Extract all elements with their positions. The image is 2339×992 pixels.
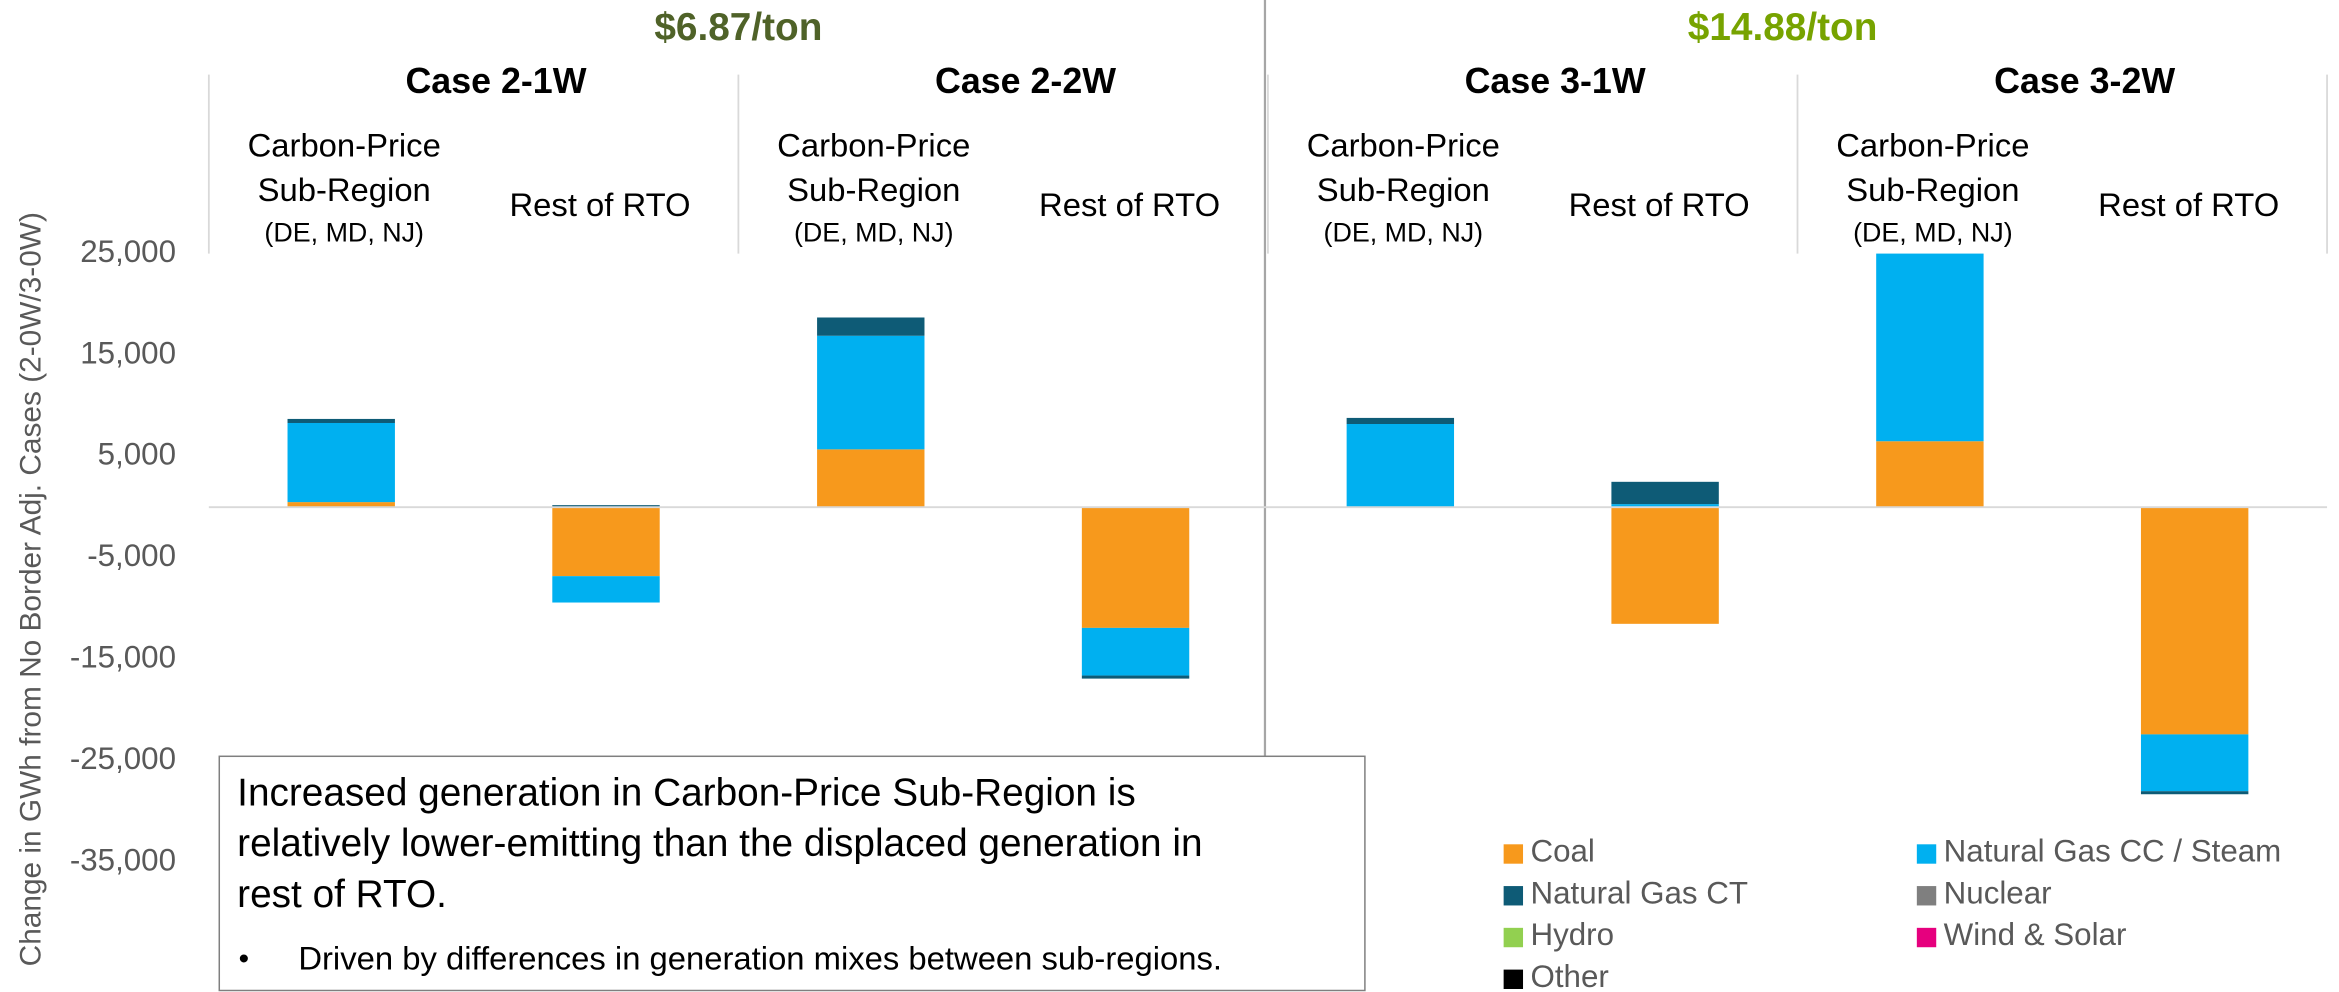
legend-swatch (1503, 927, 1524, 948)
bar-segment (2140, 507, 2249, 735)
bar-segment (817, 335, 925, 450)
bar-segment (287, 422, 395, 503)
chart-body: 25,000 15,000 5,000 -5,000 -15,000 -25,000 -35… (15, 0, 2328, 992)
bar-segment (1611, 481, 1719, 505)
annotation-box (218, 755, 1366, 992)
category-label: Rest of RTO (510, 186, 691, 223)
category-label: Carbon-Price (248, 126, 441, 163)
legend-label: Hydro (1530, 917, 1614, 952)
bar-segment (1611, 504, 1719, 508)
category-label: Carbon-Price (777, 126, 970, 163)
annotation-text: Increased generation in Carbon-Price Sub… (237, 771, 1136, 814)
case-title: Case 3-2W (1994, 61, 2175, 101)
bar-segment (552, 576, 660, 603)
category-label: Carbon-Price (1307, 126, 1500, 163)
category-label: Carbon-Price (1836, 126, 2029, 163)
bar-segment (287, 418, 395, 423)
bar-segment (1346, 417, 1455, 425)
case-title: Case 2-1W (405, 61, 586, 101)
legend-swatch (1916, 844, 1937, 864)
bar-segment (817, 449, 925, 508)
category-label: Sub-Region (787, 171, 960, 208)
bar-segment (2140, 734, 2249, 792)
category-label: (DE, MD, NJ) (1324, 217, 1484, 247)
case-title: Case 2-2W (935, 61, 1116, 101)
group-title: $6.87/ton (654, 6, 822, 49)
legend-label: Coal (1530, 834, 1594, 869)
legend-swatch (1916, 927, 1937, 948)
legend-swatch (1916, 886, 1937, 906)
bar-segment (552, 505, 660, 508)
bar-segment (1876, 441, 1984, 508)
legend-label: Wind & Solar (1944, 917, 2127, 952)
category-label: (DE, MD, NJ) (794, 217, 954, 247)
bar-segment (1081, 675, 1190, 679)
y-tick-label: -25,000 (70, 741, 176, 776)
bar-segment (817, 317, 925, 336)
category-label: Rest of RTO (1569, 186, 1750, 223)
legend-swatch (1503, 969, 1524, 989)
y-tick-label: 5,000 (98, 437, 176, 472)
bar-segment (1346, 424, 1455, 508)
y-axis-label: Change in GWh from No Border Adj. Cases … (15, 212, 48, 966)
legend-label: Other (1530, 959, 1608, 992)
y-tick-label: -15,000 (70, 640, 176, 675)
legend-label: Nuclear (1944, 875, 2052, 910)
annotation-text: relatively lower-emitting than the displ… (237, 822, 1202, 865)
legend-label: Natural Gas CT (1530, 875, 1748, 910)
category-label: (DE, MD, NJ) (1853, 217, 2013, 247)
annotation-text: rest of RTO. (237, 873, 447, 916)
bar-segment (287, 502, 395, 508)
category-label: Sub-Region (258, 171, 431, 208)
category-label: Rest of RTO (1039, 186, 1220, 223)
case-title: Case 3-1W (1465, 61, 1646, 101)
category-label: Sub-Region (1846, 171, 2019, 208)
y-tick-label: 15,000 (80, 335, 176, 370)
category-label: Sub-Region (1317, 171, 1490, 208)
annotation-bullet-dot: • (239, 943, 249, 976)
bar-segment (2140, 791, 2249, 795)
category-label: (DE, MD, NJ) (264, 217, 424, 247)
y-tick-label: -5,000 (87, 538, 176, 573)
bar-segment (1611, 507, 1719, 624)
category-label: Rest of RTO (2098, 186, 2279, 223)
y-tick-label: 25,000 (80, 234, 176, 269)
bar-segment (1081, 627, 1190, 676)
bar-segment (552, 507, 660, 577)
annotation-bullet: Driven by differences in generation mixe… (298, 939, 1222, 976)
group-title: $14.88/ton (1688, 6, 1878, 49)
legend-swatch (1503, 844, 1524, 864)
legend-label: Natural Gas CC / Steam (1944, 834, 2282, 869)
bar-segment (1876, 253, 1984, 442)
legend-swatch (1503, 886, 1524, 906)
bar-segment (1081, 507, 1190, 628)
y-tick-label: -35,000 (70, 842, 176, 877)
